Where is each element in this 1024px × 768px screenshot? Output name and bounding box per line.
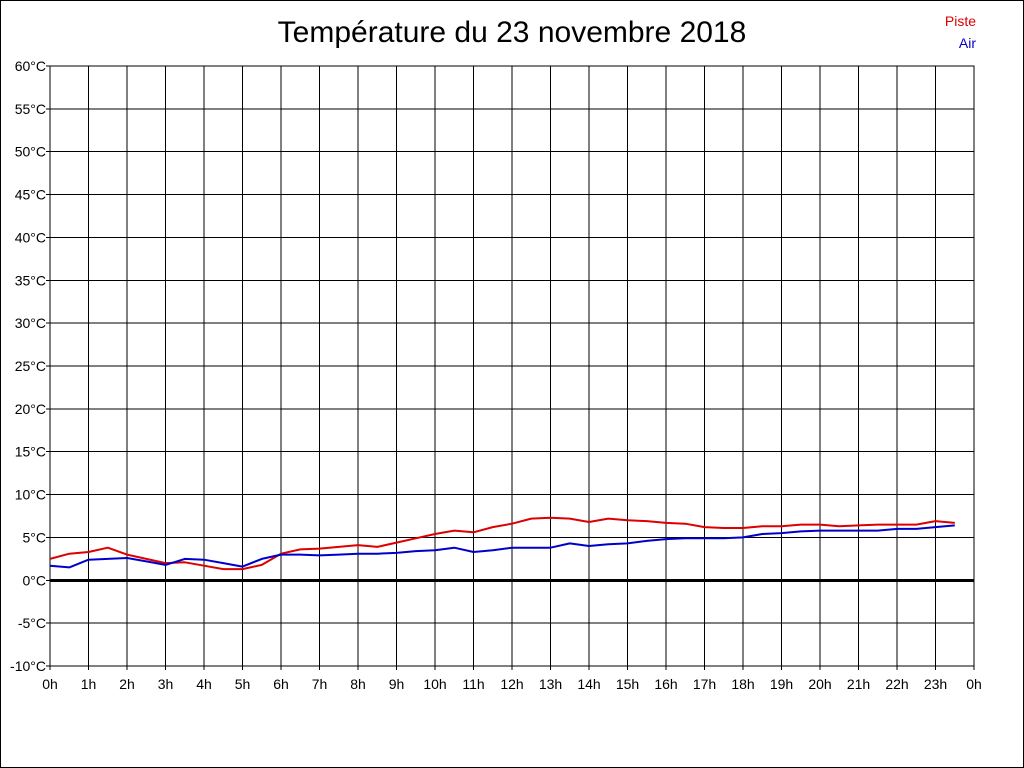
x-tick-label: 1h [81,676,97,692]
x-tick-label: 11h [462,676,484,692]
x-tick-label: 17h [693,676,716,692]
x-tick-label: 7h [312,676,328,692]
series-lines [49,516,955,571]
x-tick-label: 15h [616,676,639,692]
chart-title: Température du 23 novembre 2018 [277,16,747,49]
series-line-air [49,524,955,569]
x-tick-label: 13h [539,676,562,692]
x-tick-label: 6h [273,676,289,692]
y-tick-label: -10°C [10,658,46,674]
x-tick-label: 8h [350,676,366,692]
x-tick-label: 20h [808,676,831,692]
x-tick-label: 14h [577,676,600,692]
x-tick-label: 21h [847,676,870,692]
tick-labels: -10°C -5°C 0°C 5°C 10°C 15°C 20°C 25°C 30°C 35°C 4… [10,58,982,692]
x-tick-label: 2h [119,676,135,692]
plot-border [49,65,975,667]
grid [49,65,975,667]
y-tick-label: 60°C [15,58,46,74]
y-tick-label: 55°C [15,101,46,117]
x-tick-label: 0h [966,676,982,692]
y-tick-label: 45°C [15,187,46,203]
x-tick-label: 22h [885,676,908,692]
x-tick-label: 23h [924,676,947,692]
x-tick-label: 9h [389,676,405,692]
x-tick-label: 19h [770,676,793,692]
legend-air: Air [958,35,976,51]
x-tick-label: 12h [500,676,523,692]
x-tick-label: 18h [731,676,754,692]
y-tick-label: 25°C [15,358,46,374]
axes [46,65,975,670]
y-tick-label: 50°C [15,144,46,160]
legend-piste: Piste [944,13,976,29]
x-tick-label: 0h [42,676,58,692]
y-tick-label: 15°C [15,444,46,460]
y-tick-label: 0°C [23,572,47,588]
y-tick-label: 30°C [15,315,46,331]
y-tick-label: -5°C [18,615,46,631]
y-tick-label: 5°C [23,529,47,545]
y-tick-label: 10°C [15,487,46,503]
x-tick-label: 5h [235,676,251,692]
y-tick-label: 40°C [15,229,46,245]
y-tick-label: 20°C [15,401,46,417]
x-tick-label: 4h [196,676,212,692]
y-tick-label: 35°C [15,272,46,288]
series-line-piste [49,516,955,571]
x-tick-label: 16h [654,676,677,692]
x-tick-label: 10h [423,676,446,692]
x-tick-label: 3h [158,676,174,692]
